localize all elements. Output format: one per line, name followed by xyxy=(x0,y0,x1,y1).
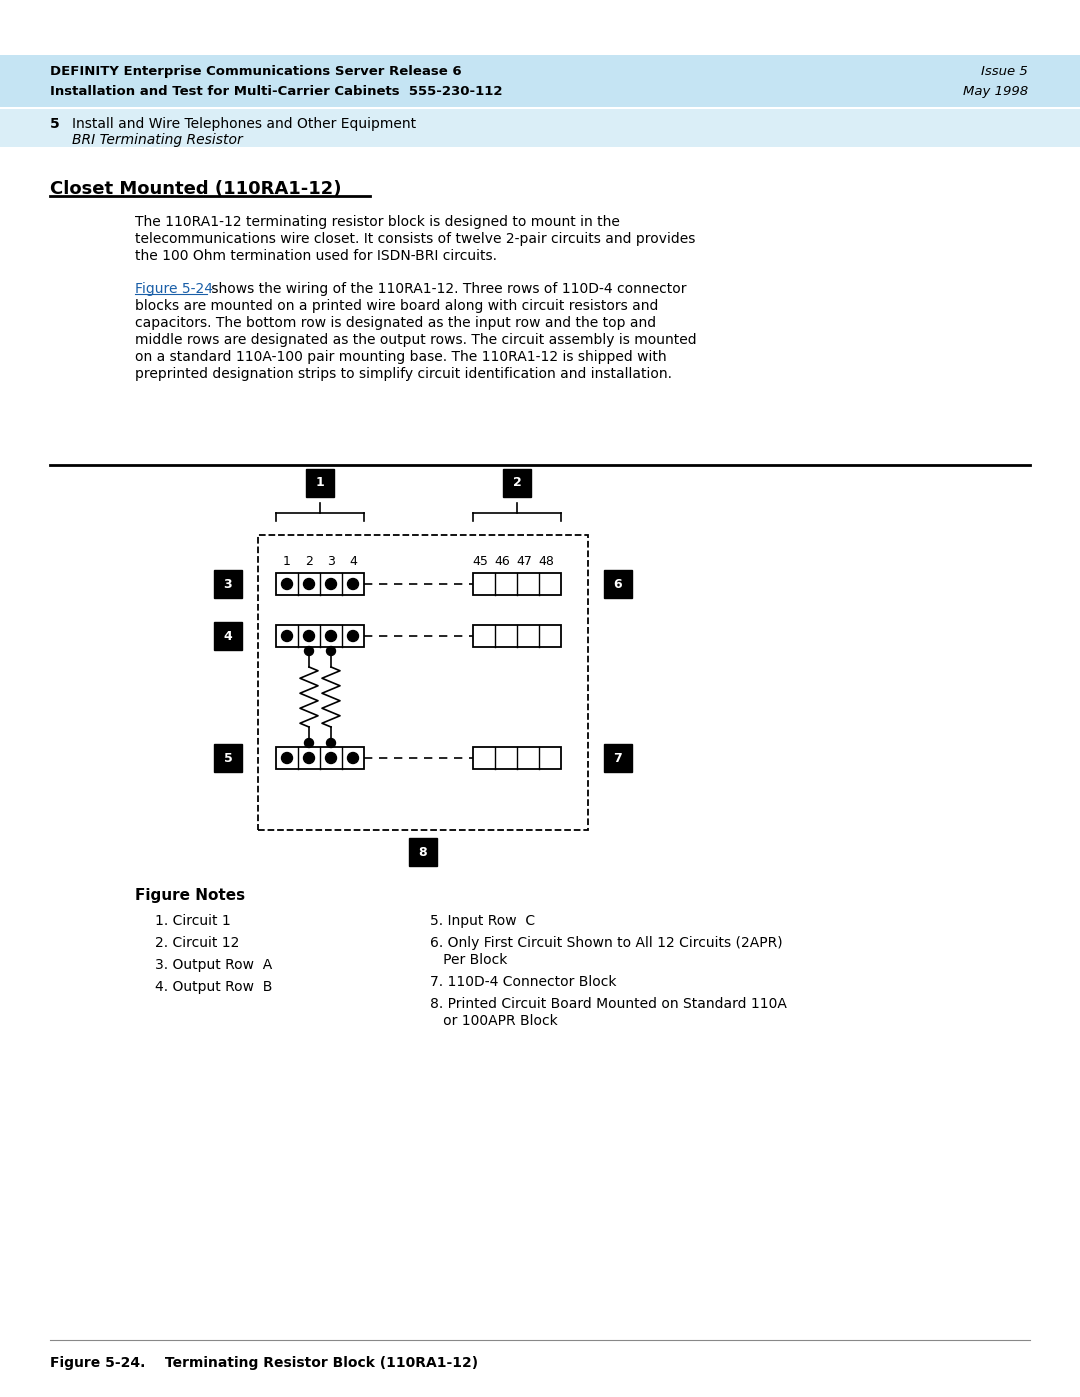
Text: 6. Only First Circuit Shown to All 12 Circuits (2APR): 6. Only First Circuit Shown to All 12 Ci… xyxy=(430,936,783,950)
Text: 48: 48 xyxy=(538,555,554,569)
Text: Closet Mounted (110RA1-12): Closet Mounted (110RA1-12) xyxy=(50,180,341,198)
Text: shows the wiring of the 110RA1-12. Three rows of 110D-4 connector: shows the wiring of the 110RA1-12. Three… xyxy=(207,282,687,296)
Text: or 100APR Block: or 100APR Block xyxy=(430,1014,557,1028)
Circle shape xyxy=(282,578,293,590)
Text: Issue 5: Issue 5 xyxy=(982,66,1028,78)
Text: Figure Notes: Figure Notes xyxy=(135,888,245,902)
Text: 45: 45 xyxy=(472,555,488,569)
Text: 2: 2 xyxy=(305,555,313,569)
Bar xyxy=(276,624,364,647)
Circle shape xyxy=(326,739,336,747)
Text: Installation and Test for Multi-Carrier Cabinets  555-230-112: Installation and Test for Multi-Carrier … xyxy=(50,85,502,98)
Text: blocks are mounted on a printed wire board along with circuit resistors and: blocks are mounted on a printed wire boa… xyxy=(135,299,659,313)
Text: 46: 46 xyxy=(495,555,510,569)
Text: preprinted designation strips to simplify circuit identification and installatio: preprinted designation strips to simplif… xyxy=(135,367,672,381)
Text: 1: 1 xyxy=(283,555,291,569)
Text: 3: 3 xyxy=(327,555,335,569)
Text: 1. Circuit 1: 1. Circuit 1 xyxy=(156,914,231,928)
Text: 5: 5 xyxy=(50,117,59,131)
Text: the 100 Ohm termination used for ISDN-BRI circuits.: the 100 Ohm termination used for ISDN-BR… xyxy=(135,249,497,263)
Text: Figure 5-24: Figure 5-24 xyxy=(135,282,213,296)
Text: Per Block: Per Block xyxy=(430,953,508,967)
Text: 2: 2 xyxy=(513,476,522,489)
Circle shape xyxy=(303,630,314,641)
Text: 8. Printed Circuit Board Mounted on Standard 110A: 8. Printed Circuit Board Mounted on Stan… xyxy=(430,997,787,1011)
Text: 4. Output Row  B: 4. Output Row B xyxy=(156,981,272,995)
Text: May 1998: May 1998 xyxy=(963,85,1028,98)
Bar xyxy=(258,535,588,830)
Text: telecommunications wire closet. It consists of twelve 2-pair circuits and provid: telecommunications wire closet. It consi… xyxy=(135,232,696,246)
Text: 4: 4 xyxy=(349,555,356,569)
Text: The 110RA1-12 terminating resistor block is designed to mount in the: The 110RA1-12 terminating resistor block… xyxy=(135,215,620,229)
Circle shape xyxy=(282,630,293,641)
Text: 7: 7 xyxy=(613,752,622,764)
Circle shape xyxy=(326,647,336,655)
Circle shape xyxy=(303,753,314,764)
Text: middle rows are designated as the output rows. The circuit assembly is mounted: middle rows are designated as the output… xyxy=(135,332,697,346)
Text: 7. 110D-4 Connector Block: 7. 110D-4 Connector Block xyxy=(430,975,617,989)
Text: on a standard 110A-100 pair mounting base. The 110RA1-12 is shipped with: on a standard 110A-100 pair mounting bas… xyxy=(135,351,666,365)
Text: Figure 5-24.    Terminating Resistor Block (110RA1-12): Figure 5-24. Terminating Resistor Block … xyxy=(50,1356,478,1370)
Text: 4: 4 xyxy=(224,630,232,643)
Bar xyxy=(0,54,1080,108)
Circle shape xyxy=(305,647,313,655)
Text: 2. Circuit 12: 2. Circuit 12 xyxy=(156,936,240,950)
Text: Install and Wire Telephones and Other Equipment: Install and Wire Telephones and Other Eq… xyxy=(72,117,416,131)
Bar xyxy=(473,747,561,768)
Text: DEFINITY Enterprise Communications Server Release 6: DEFINITY Enterprise Communications Serve… xyxy=(50,66,461,78)
Circle shape xyxy=(305,739,313,747)
Bar xyxy=(276,573,364,595)
Circle shape xyxy=(348,630,359,641)
Text: 3: 3 xyxy=(224,577,232,591)
Text: BRI Terminating Resistor: BRI Terminating Resistor xyxy=(72,133,243,147)
Text: 8: 8 xyxy=(419,845,428,859)
Circle shape xyxy=(303,578,314,590)
Circle shape xyxy=(348,753,359,764)
Circle shape xyxy=(325,578,337,590)
Circle shape xyxy=(325,630,337,641)
Text: 6: 6 xyxy=(613,577,622,591)
Text: 5: 5 xyxy=(224,752,232,764)
Text: 1: 1 xyxy=(315,476,324,489)
Text: capacitors. The bottom row is designated as the input row and the top and: capacitors. The bottom row is designated… xyxy=(135,316,657,330)
Circle shape xyxy=(282,753,293,764)
Bar xyxy=(0,109,1080,147)
Bar xyxy=(473,624,561,647)
Circle shape xyxy=(348,578,359,590)
Circle shape xyxy=(325,753,337,764)
Text: 47: 47 xyxy=(516,555,532,569)
Text: 3. Output Row  A: 3. Output Row A xyxy=(156,958,272,972)
Bar xyxy=(276,747,364,768)
Text: 5. Input Row  C: 5. Input Row C xyxy=(430,914,535,928)
Bar xyxy=(473,573,561,595)
